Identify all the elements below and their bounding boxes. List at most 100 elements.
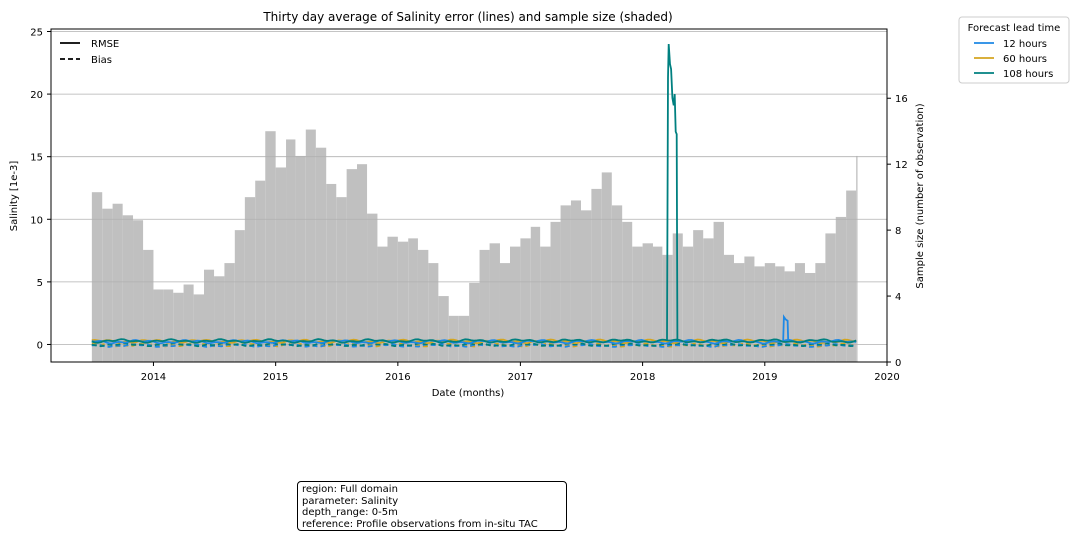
sample-size-bar (856, 155, 858, 362)
sample-size-bar (193, 294, 205, 362)
sample-size-bar (286, 139, 296, 362)
y-tick-label: 20 (30, 90, 43, 101)
info-depth-range: depth_range: 0-5m (302, 507, 398, 518)
x-tick-label: 2015 (263, 372, 288, 383)
y2-tick-label: 12 (895, 160, 908, 171)
sample-size-bar (713, 221, 724, 362)
sample-size-bar (846, 190, 857, 362)
y2-tick-label: 0 (895, 358, 901, 369)
sample-size-bar (143, 249, 154, 362)
x-tick-label: 2014 (141, 372, 166, 383)
sample-size-bar (520, 238, 531, 362)
sample-size-bar (642, 243, 653, 362)
sample-size-bar (530, 226, 541, 362)
sample-size-bar (438, 296, 449, 362)
y2-axis-label: Sample size (number of observation) (915, 103, 926, 288)
info-region: region: Full domain (302, 484, 398, 495)
sample-size-bar (825, 233, 836, 362)
sample-size-bar (703, 238, 714, 362)
bias-line-108h (91, 342, 857, 348)
sample-size-bar (367, 213, 378, 362)
sample-size-bar (794, 263, 805, 362)
y2-tick-label: 8 (895, 226, 901, 237)
sample-size-bar (387, 236, 398, 362)
sample-size-bar (815, 263, 826, 362)
sample-size-bar (224, 263, 235, 362)
sample-size-bar (122, 215, 134, 362)
sample-size-bar (489, 243, 500, 362)
lead-legend-box (958, 16, 1070, 84)
sample-size-bar (632, 246, 643, 362)
rmse-line-108h (91, 338, 857, 344)
sample-size-bar (775, 266, 785, 362)
sample-size-bar (622, 221, 633, 362)
x-tick-label: 2019 (752, 372, 777, 383)
y-tick-label: 0 (37, 340, 43, 351)
sample-size-bar (560, 205, 571, 362)
sample-size-bar (112, 203, 123, 362)
rmse-12h-blip (782, 314, 790, 341)
sample-size-bar (652, 246, 663, 362)
metadata-box: region: Full domain parameter: Salinity … (297, 481, 567, 531)
sample-size-bar (693, 230, 704, 362)
legend-60h-label: 60 hours (1003, 54, 1047, 65)
sample-size-bar (580, 210, 592, 362)
x-tick-label: 2020 (874, 372, 899, 383)
legend-rmse-label: RMSE (91, 39, 119, 50)
sample-size-bar (479, 249, 490, 362)
error-lines (91, 43, 857, 348)
sample-size-bar (408, 238, 418, 362)
sample-size-bar (305, 129, 316, 362)
sample-size-bar (265, 131, 276, 362)
x-tick-label: 2016 (385, 372, 410, 383)
x-tick-label: 2017 (508, 372, 533, 383)
sample-size-bar (255, 180, 266, 362)
sample-size-bar (234, 230, 245, 362)
sample-size-bar (744, 256, 755, 362)
legend-bias-label: Bias (91, 55, 112, 66)
style-legend: RMSE Bias (60, 39, 119, 66)
sample-size-bar (835, 216, 847, 362)
y-tick-label: 15 (30, 153, 43, 164)
info-reference: reference: Profile observations from in-… (302, 518, 538, 530)
y-tick-label: 5 (37, 278, 43, 289)
rmse-line-12h (91, 338, 857, 345)
sample-size-bar (173, 292, 184, 362)
sample-size-bar (214, 276, 225, 362)
sample-size-bar (244, 197, 256, 362)
sample-size-bar (540, 246, 551, 362)
y-tick-label: 10 (30, 215, 43, 226)
y-axis-label: Salinity [1e-3] (9, 161, 20, 232)
sample-size-bar (570, 200, 581, 362)
lead-time-legend: Forecast lead time 12 hours 60 hours 108… (958, 16, 1070, 84)
sample-size-bar (417, 249, 429, 362)
y2-axis-ticks: 0 4 8 12 16 (887, 94, 908, 369)
chart-title: Thirty day average of Salinity error (li… (262, 10, 672, 24)
sample-size-bar (133, 220, 144, 362)
y-axis-ticks: 0 5 10 15 20 25 (30, 28, 51, 351)
plot-frame (50, 28, 888, 363)
sample-size-bar (611, 205, 623, 362)
sample-size-bar (183, 284, 194, 362)
legend-12h-label: 12 hours (1003, 39, 1047, 50)
x-tick-label: 2018 (630, 372, 655, 383)
sample-size-bar (295, 155, 306, 362)
sample-size-bar (357, 164, 368, 362)
sample-size-bar (499, 263, 511, 362)
y2-tick-label: 16 (895, 94, 908, 105)
sample-size-bar (682, 246, 694, 362)
sample-size-bar (326, 183, 337, 362)
sample-size-bars (91, 129, 858, 362)
sample-size-bar (733, 263, 745, 362)
sample-size-bar (163, 289, 174, 362)
sample-size-bar (469, 282, 480, 362)
x-axis-ticks: 2014 2015 2016 2017 2018 2019 2020 (141, 362, 900, 383)
y-tick-label: 25 (30, 28, 43, 39)
legend-108h-label: 108 hours (1003, 69, 1053, 80)
sample-size-bar (377, 246, 388, 362)
sample-size-bar (428, 263, 439, 362)
sample-size-bar (346, 169, 358, 362)
sample-size-bar (397, 241, 409, 362)
sample-size-bar (102, 208, 113, 362)
sample-size-bar (315, 147, 327, 362)
